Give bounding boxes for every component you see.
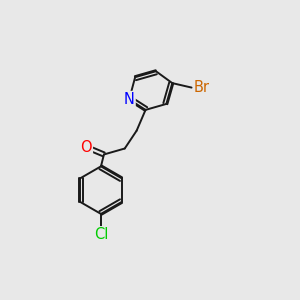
Text: Cl: Cl [94,227,108,242]
Text: O: O [80,140,92,154]
Text: Br: Br [194,80,210,95]
Text: N: N [124,92,135,107]
